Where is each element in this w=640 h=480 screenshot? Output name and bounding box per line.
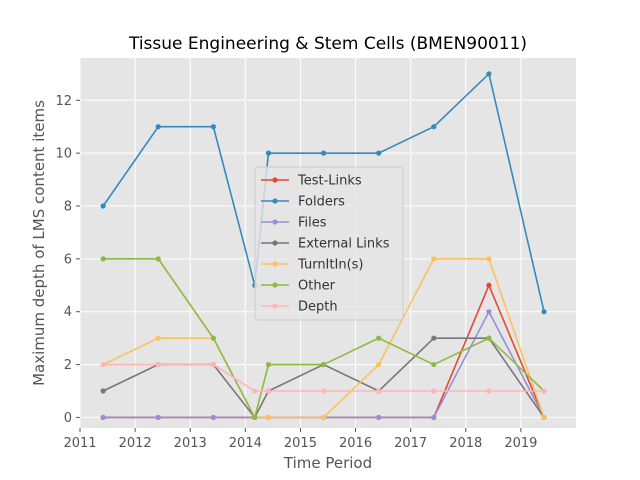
data-point [210,361,216,368]
y-tick-label: 8 [64,200,72,215]
data-point [541,388,547,394]
data-point [265,361,272,368]
data-point [320,388,327,394]
legend-marker [272,177,278,183]
data-point [100,388,106,394]
series-depth [100,361,547,394]
y-ticks: 0 2 4 6 8 10 12 [55,94,80,426]
x-tick-label: 2013 [174,436,207,451]
series-line-other [103,258,545,419]
y-tick-label: 0 [64,411,72,426]
data-point [320,150,327,156]
data-point [252,414,258,421]
legend-marker [272,261,278,267]
data-point [486,388,492,394]
data-point [320,414,327,421]
legend-item-folders: Folders [261,195,345,210]
y-tick-label: 4 [64,305,72,320]
x-tick-label: 2016 [339,436,372,451]
data-point [431,256,437,262]
data-point [265,150,272,156]
data-point [265,414,272,421]
x-tick-label: 2015 [284,436,317,451]
legend-item-files: Files [261,216,327,231]
data-point [376,388,382,394]
data-point [486,71,492,77]
data-point [486,309,492,315]
legend-marker [272,303,278,309]
data-point [376,150,382,156]
data-point [376,361,382,368]
legend-label: Depth [298,300,338,315]
data-point [100,414,106,421]
legend-item-turnitin-s: TurnItIn(s) [261,258,363,273]
data-point [155,361,161,368]
legend-label: External Links [298,237,390,252]
x-tick-label: 2014 [229,436,262,451]
legend-item-other: Other [261,279,336,294]
y-tick-label: 10 [55,147,72,162]
x-tick-label: 2012 [119,436,152,451]
x-axis-label: Time Period [283,454,372,472]
data-point [210,335,216,341]
data-point [100,361,106,368]
series-line-depth [103,363,545,392]
series-line-turnitin-s [102,258,545,419]
x-tick-label: 2018 [449,436,482,451]
x-tick-label: 2017 [394,436,427,451]
data-point [486,335,492,341]
legend-label: Files [298,216,327,231]
data-point [431,124,437,130]
y-tick-label: 2 [64,358,72,373]
data-point [486,256,492,262]
legend-box [254,166,404,321]
data-point [155,124,161,130]
data-point [541,414,547,421]
data-point [155,335,161,341]
legend-marker [272,198,278,204]
y-axis-label: Maximum depth of LMS content items [30,100,48,386]
legend-label: TurnItIn(s) [297,258,363,273]
data-point [252,388,258,394]
legend-label: Test-Links [297,174,362,189]
x-ticks: 2011 2012 2013 2014 2015 2016 2017 2018 2019 [63,428,537,451]
data-point [431,361,437,368]
x-tick-label: 2019 [504,436,537,451]
legend-item-external-links: External Links [261,237,390,252]
series-layer [100,71,547,421]
y-tick-label: 6 [64,252,72,267]
legend-label: Other [298,279,336,294]
data-point [100,203,106,209]
legend-marker [272,240,278,246]
data-point [431,414,437,421]
legend-marker [272,219,278,225]
chart-title: Tissue Engineering & Stem Cells (BMEN900… [128,34,527,54]
series-line-folders [102,73,545,312]
data-point [431,388,437,394]
data-point [265,388,272,394]
data-point [486,282,492,288]
legend-label: Folders [298,195,345,210]
data-point [210,414,216,421]
legend-item-test-links: Test-Links [261,174,362,189]
legend-marker [272,282,278,288]
data-point [155,414,161,421]
data-point [210,124,216,130]
data-point [100,256,106,262]
x-tick-label: 2011 [63,436,96,451]
data-point [541,309,547,315]
data-point [431,335,437,341]
data-point [376,414,382,421]
data-point [155,256,161,262]
data-point [320,361,327,368]
y-tick-label: 12 [55,94,72,109]
data-point [376,335,382,341]
legend: Test-Links Folders Files External Links Turn… [254,166,404,321]
legend-item-depth: Depth [261,300,338,315]
